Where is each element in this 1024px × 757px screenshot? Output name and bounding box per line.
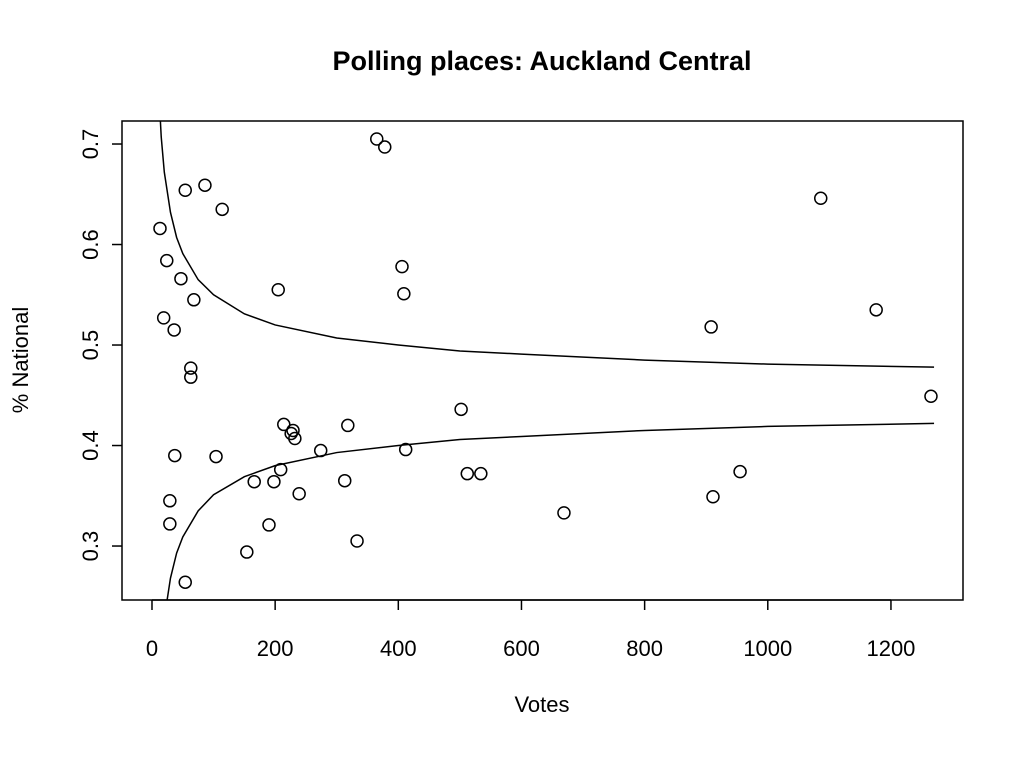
point [924, 389, 938, 404]
point [184, 361, 198, 375]
point [174, 271, 188, 286]
point [313, 443, 328, 458]
y-axis-label: % National [8, 307, 33, 413]
point [733, 464, 747, 479]
point [271, 282, 285, 297]
point [813, 191, 828, 206]
point [395, 259, 409, 274]
x-tick-label: 1200 [866, 636, 915, 661]
point [341, 418, 355, 433]
point [209, 449, 223, 464]
y-tick-label: 0.5 [78, 330, 103, 361]
point [286, 423, 300, 438]
x-tick-label: 0 [146, 636, 158, 661]
point [240, 545, 254, 559]
point [247, 474, 261, 489]
point [557, 506, 571, 520]
point [869, 303, 883, 317]
plot-frame [121, 120, 964, 601]
point [370, 132, 384, 146]
point [378, 140, 392, 154]
point [292, 487, 306, 501]
point [153, 221, 167, 236]
point [156, 311, 171, 325]
point [178, 183, 192, 197]
x-tick-label: 800 [626, 636, 663, 661]
point [184, 370, 198, 384]
y-tick-label: 0.7 [78, 129, 103, 160]
point [163, 494, 177, 508]
y-tick-label: 0.6 [78, 229, 103, 260]
y-tick-label: 0.4 [78, 430, 103, 461]
point [460, 466, 475, 481]
point [160, 253, 174, 268]
x-tick-label: 200 [257, 636, 294, 661]
x-tick-label: 1000 [743, 636, 792, 661]
point [350, 534, 364, 548]
point [187, 293, 201, 307]
funnel-line [159, 121, 935, 368]
y-tick-label: 0.3 [78, 531, 103, 562]
x-tick-label: 400 [380, 636, 417, 661]
point [288, 431, 302, 446]
x-tick-label: 600 [503, 636, 540, 661]
point [178, 575, 192, 589]
point [704, 320, 718, 334]
point [706, 490, 720, 504]
point [397, 287, 411, 301]
point [277, 417, 291, 432]
funnel-line [166, 422, 935, 600]
point [167, 323, 181, 337]
point [215, 202, 229, 217]
point [273, 462, 288, 477]
point [474, 466, 488, 481]
point [454, 402, 468, 417]
point [398, 442, 413, 457]
point [163, 517, 177, 531]
chart-title: Polling places: Auckland Central [332, 46, 751, 76]
point [267, 474, 281, 489]
point [198, 178, 212, 192]
point [168, 448, 182, 463]
point [337, 473, 352, 488]
x-axis-label: Votes [514, 692, 569, 717]
point [262, 518, 276, 532]
